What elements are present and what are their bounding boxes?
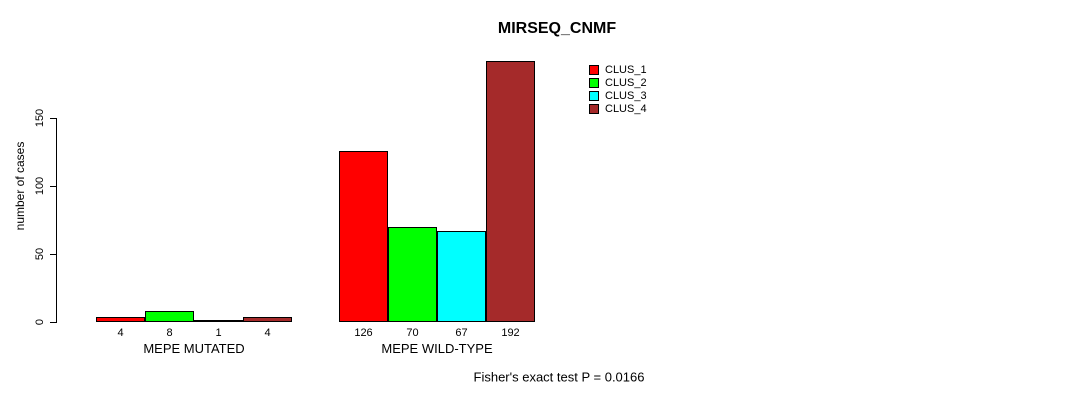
legend-swatch (589, 104, 599, 115)
bar-value-label: 4 (117, 327, 124, 339)
chart-title: MIRSEQ_CNMF (497, 20, 617, 37)
bar-clus-4 (486, 60, 535, 322)
y-tick-label: 0 (34, 318, 46, 326)
bar-clus-4 (243, 316, 292, 322)
bar-value-label: 192 (501, 327, 520, 339)
legend-label: CLUS_3 (605, 90, 647, 103)
category-label: MEPE WILD-TYPE (381, 341, 493, 356)
legend-swatch (589, 91, 599, 102)
bar-clus-2 (145, 311, 194, 322)
bar-clus-2 (388, 226, 437, 322)
bar-value-label: 4 (264, 327, 271, 339)
category-label: MEPE MUTATED (143, 341, 245, 356)
bar-value-label: 67 (455, 327, 468, 339)
bar-value-label: 126 (354, 327, 373, 339)
legend-label: CLUS_2 (605, 76, 647, 89)
y-tick-label: 150 (34, 108, 46, 128)
y-tick-mark (50, 254, 56, 255)
y-tick-mark (50, 322, 56, 323)
y-tick-label: 100 (34, 176, 46, 196)
y-axis-label: number of cases (13, 141, 27, 231)
bar-value-label: 1 (215, 327, 222, 339)
bar-clus-3 (437, 230, 486, 322)
legend-label: CLUS_4 (605, 103, 647, 116)
legend-swatch (589, 64, 599, 75)
legend-label: CLUS_1 (605, 63, 647, 76)
y-axis-line (56, 118, 57, 323)
fisher-test-annotation: Fisher's exact test P = 0.0166 (473, 369, 645, 385)
legend-swatch (589, 77, 599, 88)
y-tick-label: 50 (34, 247, 46, 261)
bar-clus-1 (339, 150, 388, 322)
y-tick-mark (50, 186, 56, 187)
bar-clus-1 (96, 316, 145, 322)
bar-clus-3 (194, 320, 243, 322)
y-tick-mark (50, 118, 56, 119)
bar-value-label: 70 (406, 327, 419, 339)
bar-value-label: 8 (166, 327, 173, 339)
